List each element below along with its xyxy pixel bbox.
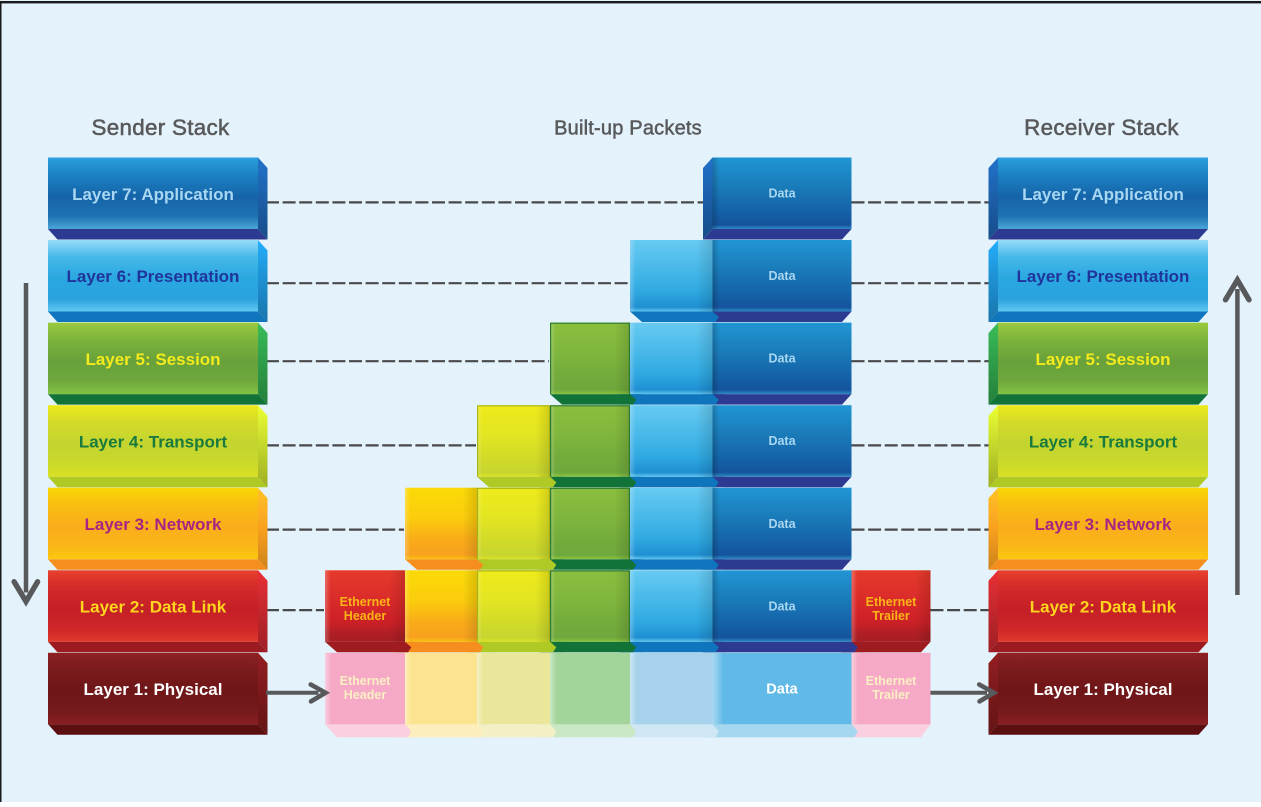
svg-text:Ethernet: Ethernet bbox=[866, 595, 918, 609]
svg-text:Data: Data bbox=[768, 269, 796, 283]
svg-text:Header: Header bbox=[344, 688, 387, 702]
svg-text:Ethernet: Ethernet bbox=[340, 595, 392, 609]
svg-text:Trailer: Trailer bbox=[872, 609, 910, 623]
svg-text:Layer 7: Application: Layer 7: Application bbox=[72, 185, 234, 204]
svg-text:Receiver Stack: Receiver Stack bbox=[1024, 115, 1179, 140]
svg-text:Layer 3: Network: Layer 3: Network bbox=[1035, 515, 1173, 534]
svg-text:Layer 4: Transport: Layer 4: Transport bbox=[79, 432, 228, 451]
svg-text:Layer 4: Transport: Layer 4: Transport bbox=[1029, 432, 1178, 451]
svg-text:Data: Data bbox=[768, 599, 796, 613]
svg-text:Layer 1: Physical: Layer 1: Physical bbox=[84, 680, 223, 699]
svg-text:Ethernet: Ethernet bbox=[866, 674, 918, 688]
svg-text:Data: Data bbox=[768, 187, 796, 201]
svg-text:Layer 5: Session: Layer 5: Session bbox=[1035, 350, 1170, 369]
svg-text:Layer 2: Data Link: Layer 2: Data Link bbox=[80, 598, 227, 617]
svg-text:Layer 5: Session: Layer 5: Session bbox=[85, 350, 220, 369]
svg-text:Built-up Packets: Built-up Packets bbox=[554, 118, 702, 140]
svg-text:Data: Data bbox=[768, 517, 796, 531]
svg-text:Header: Header bbox=[344, 609, 387, 623]
svg-text:Sender Stack: Sender Stack bbox=[91, 115, 230, 140]
svg-text:Layer 1: Physical: Layer 1: Physical bbox=[1034, 680, 1173, 699]
svg-text:Layer 6: Presentation: Layer 6: Presentation bbox=[67, 267, 240, 286]
svg-text:Layer 6: Presentation: Layer 6: Presentation bbox=[1017, 267, 1190, 286]
svg-text:Trailer: Trailer bbox=[872, 688, 910, 702]
svg-text:Ethernet: Ethernet bbox=[340, 674, 392, 688]
svg-text:Layer 2: Data Link: Layer 2: Data Link bbox=[1030, 598, 1177, 617]
svg-text:Layer 7: Application: Layer 7: Application bbox=[1022, 185, 1184, 204]
svg-text:Layer 3: Network: Layer 3: Network bbox=[85, 515, 223, 534]
svg-text:Data: Data bbox=[766, 682, 798, 698]
svg-text:Data: Data bbox=[768, 352, 796, 366]
svg-text:Data: Data bbox=[768, 434, 796, 448]
